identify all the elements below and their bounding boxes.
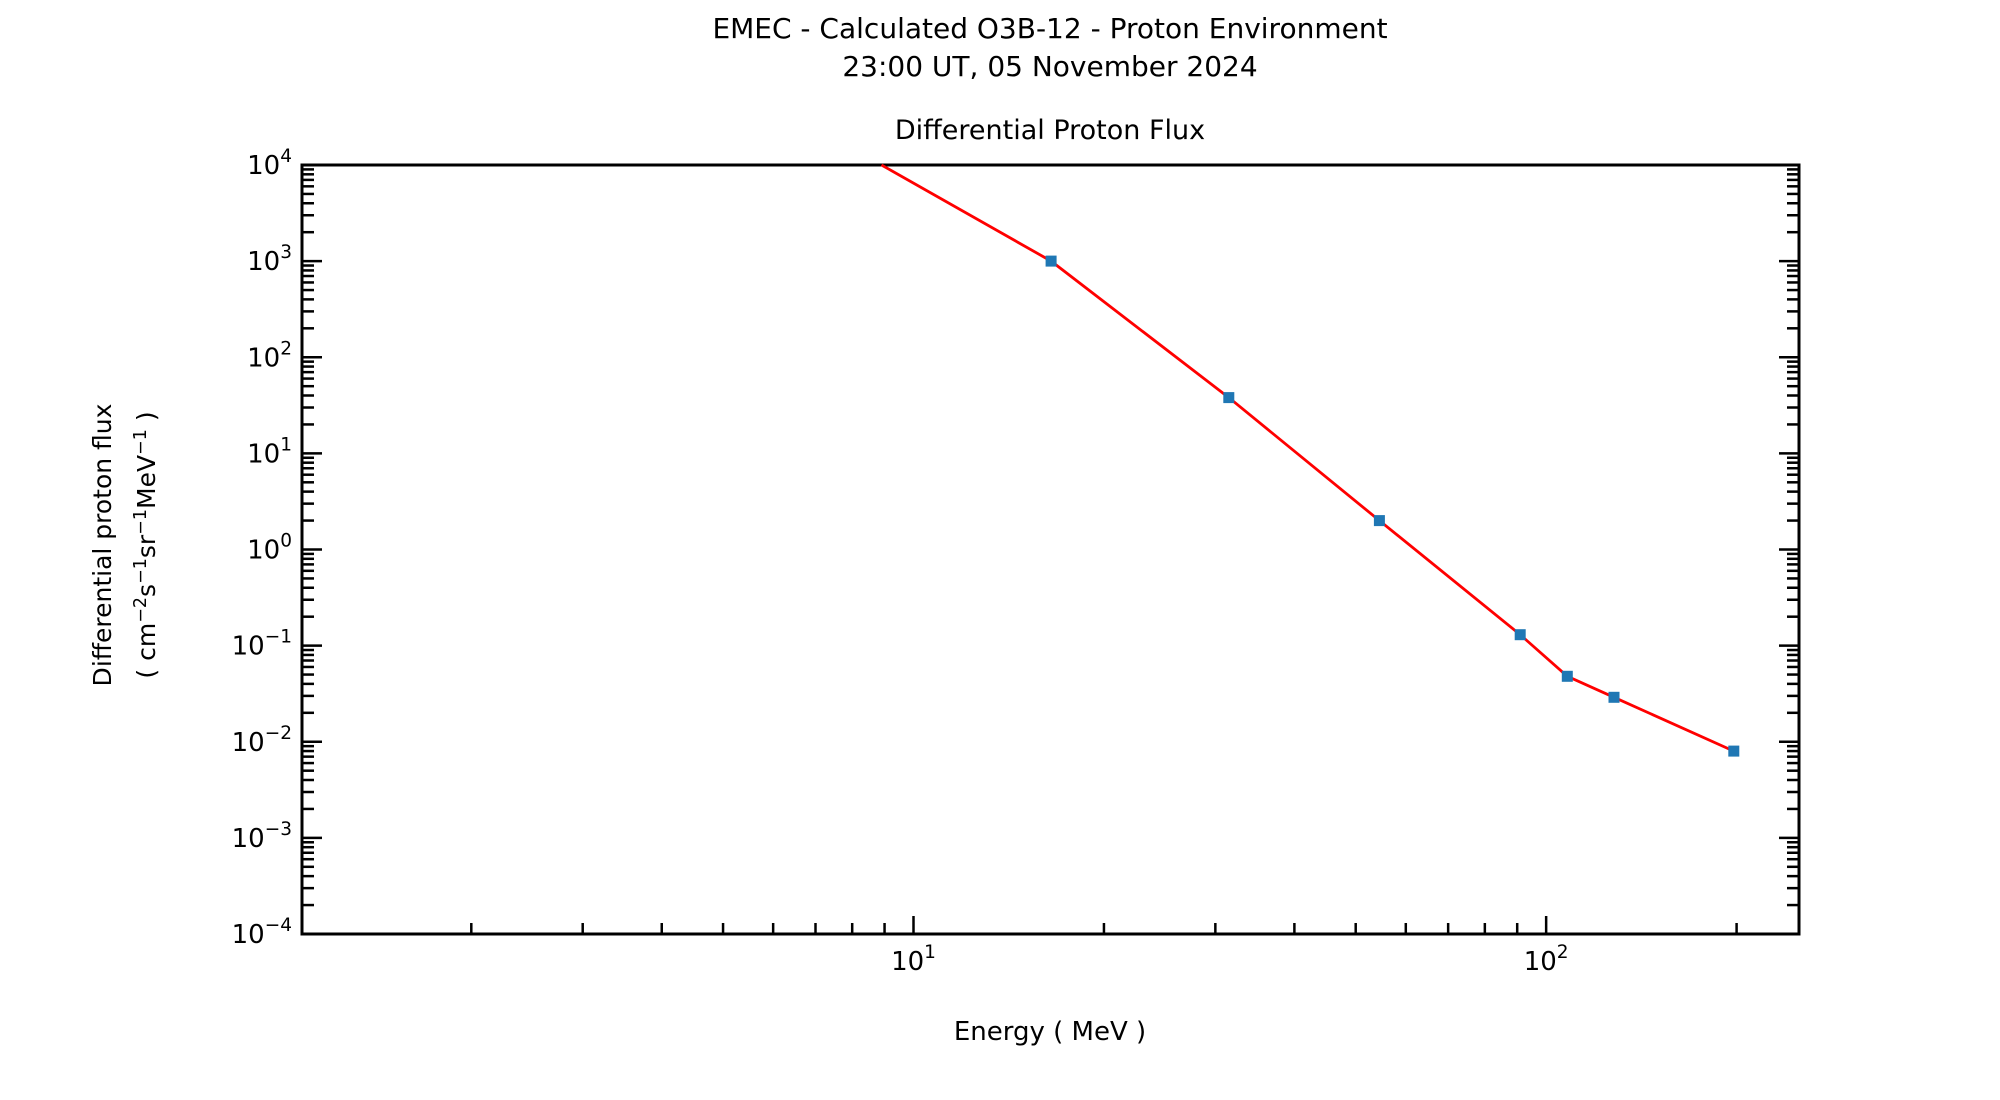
figure-title-line1: EMEC - Calculated O3B-12 - Proton Enviro… (712, 12, 1387, 45)
data-point-marker (1728, 745, 1740, 757)
tick-label: 101 (247, 434, 292, 469)
data-point-marker (1514, 629, 1526, 641)
tick-label: 102 (247, 338, 292, 373)
tick-label: 100 (247, 531, 292, 566)
tick-label: 103 (247, 242, 292, 277)
tick-label: 101 (891, 942, 936, 977)
flux-line (880, 163, 1735, 753)
data-point-marker (1373, 515, 1385, 527)
data-point-marker (1223, 392, 1235, 404)
x-axis-label: Energy ( MeV ) (954, 1017, 1146, 1047)
tick-label: 10−2 (232, 723, 292, 758)
x-ticks: 101 102 (470, 916, 1738, 977)
tick-label: 104 (247, 146, 292, 181)
data-point-marker (1608, 691, 1620, 703)
tick-label: 10−3 (232, 819, 292, 854)
tick-label: 10−4 (232, 915, 292, 950)
y-axis-label-line1: Differential proton flux (88, 404, 117, 687)
figure-title-line2: 23:00 UT, 05 November 2024 (842, 50, 1257, 83)
tick-label: 102 (1524, 942, 1569, 977)
plot-area: 101 102 104 103 102 101 100 10−1 10−2 10−3 10−4 (232, 146, 1801, 977)
tick-label: 10−1 (232, 627, 292, 662)
y-axis-label-units: ( cm−2s−1sr−1MeV−1 ) (131, 411, 161, 678)
axes-frame (300, 163, 1801, 936)
y-ticks: 104 103 102 101 100 10−1 10−2 10−3 10−4 (232, 146, 1799, 950)
chart-title: Differential Proton Flux (895, 115, 1205, 146)
data-point-marker (1561, 670, 1573, 682)
data-point-marker (1045, 255, 1057, 267)
